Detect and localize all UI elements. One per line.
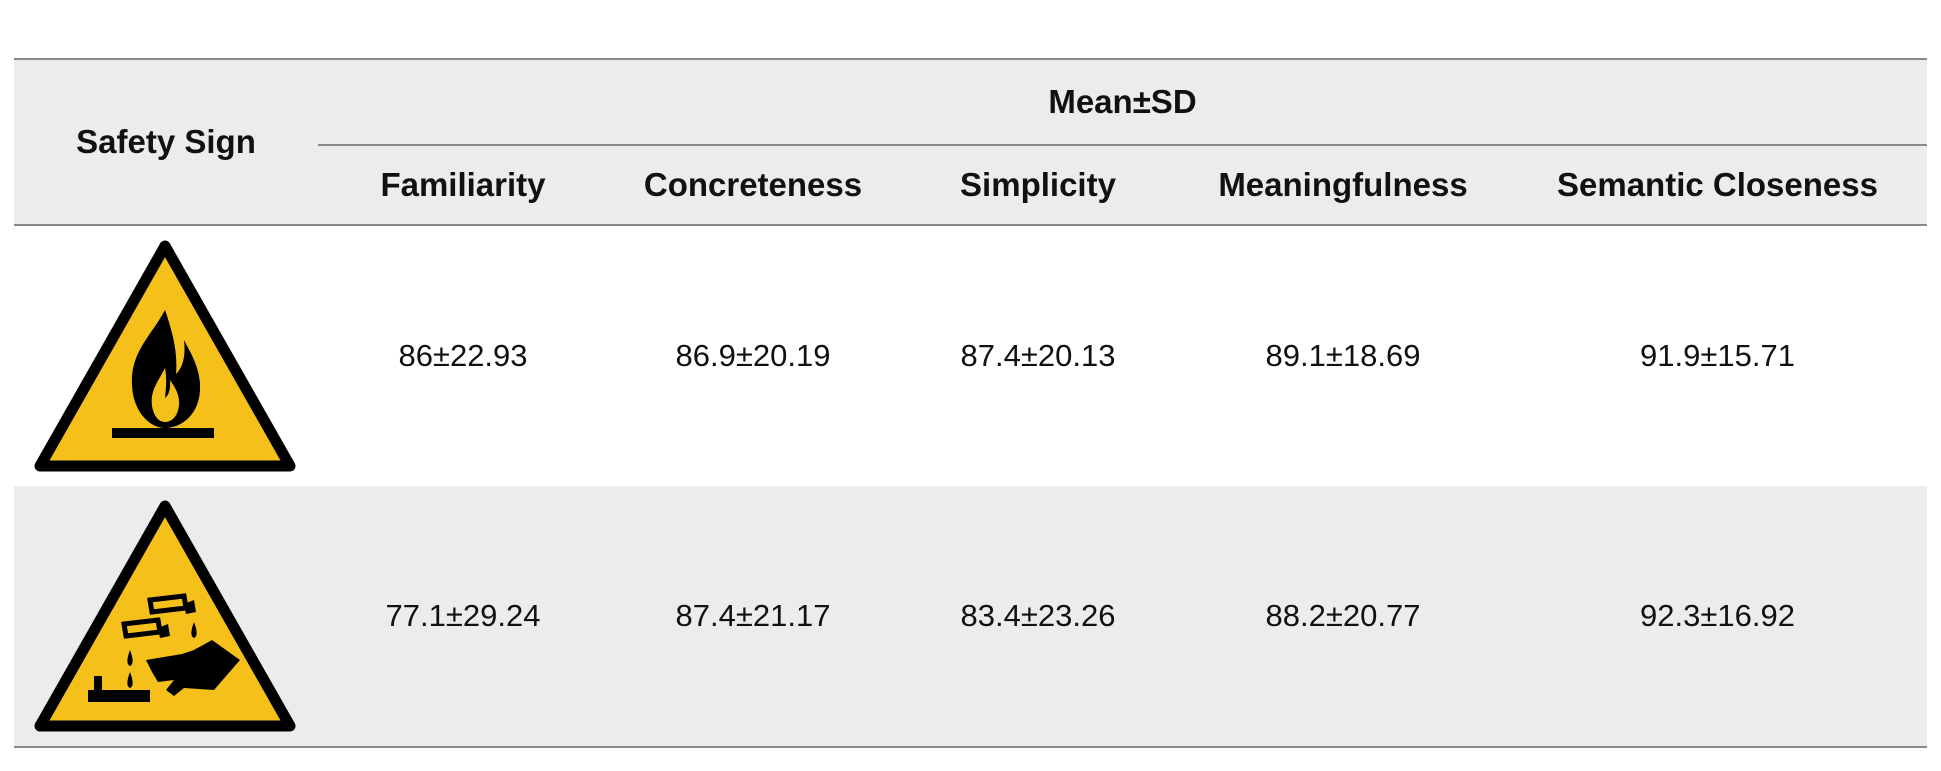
cell-meaningfulness: 88.2±20.77 [1265,598,1421,633]
cell-simplicity: 87.4±20.13 [960,338,1116,373]
cell-concreteness: 86.9±20.19 [675,338,831,373]
corrosive-warning-icon [34,500,296,732]
cell-simplicity: 83.4±23.26 [960,598,1116,633]
cell-meaningfulness: 89.1±18.69 [1265,338,1421,373]
cell-semantic-closeness: 92.3±16.92 [1640,598,1795,633]
cell-concreteness: 87.4±21.17 [675,598,831,633]
header-meaningfulness: Meaningfulness [1218,166,1468,203]
header-semantic-closeness: Semantic Closeness [1557,166,1878,203]
cell-semantic-closeness: 91.9±15.71 [1640,338,1795,373]
header-concreteness: Concreteness [643,166,863,203]
ratings-table: Safety Sign Mean±SD Familiarity Concrete… [14,58,1927,748]
header-safety-sign: Safety Sign [76,123,256,160]
cell-familiarity: 77.1±29.24 [385,598,541,633]
header-familiarity: Familiarity [380,166,546,203]
cell-familiarity: 86±22.93 [398,338,528,373]
table-row: 86±22.93 86.9±20.19 87.4±20.13 89.1±18.6… [14,226,1927,486]
table-row: 77.1±29.24 87.4±21.17 83.4±23.26 88.2±20… [14,486,1927,748]
flammable-warning-icon [34,240,296,472]
header-divider [318,144,1927,146]
header-simplicity: Simplicity [960,166,1116,203]
table-header: Safety Sign Mean±SD Familiarity Concrete… [14,58,1927,226]
header-mean-sd: Mean±SD [1048,83,1197,120]
